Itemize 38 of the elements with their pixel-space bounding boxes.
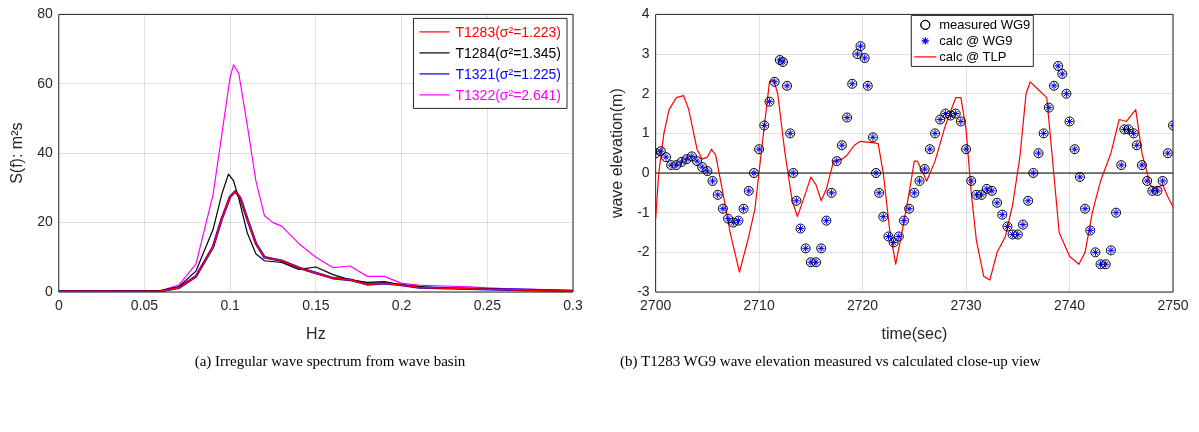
x-tick-label: 0.15	[302, 297, 330, 314]
x-tick-label: 0.1	[220, 297, 241, 314]
y-tick-label: 3	[641, 44, 650, 61]
y-tick-label: 0	[44, 282, 53, 299]
y-tick-label: 4	[641, 5, 650, 22]
y-tick-label: 60	[37, 74, 53, 91]
x-tick-label: 2730	[950, 297, 982, 314]
x-axis-title: time(sec)	[881, 324, 948, 342]
text: (b) T1283 WG9 wave elevation measured vs calculated close-up view	[620, 352, 1042, 371]
x-tick-label: 2720	[847, 297, 879, 314]
x-tick-label: 0.3	[563, 297, 583, 314]
x-tick-label: 2710	[743, 297, 775, 314]
legend-label: measured WG9	[939, 17, 1031, 33]
y-tick-label: 80	[37, 5, 53, 22]
legend-label: calc @ WG9	[939, 33, 1013, 49]
x-tick-label: 0.25	[473, 297, 502, 314]
y-tick-label: 2	[641, 84, 650, 101]
x-tick-label: 2700	[640, 297, 672, 314]
x-tick-label: 2750	[1157, 297, 1189, 314]
text: (a) Irregular wave spectrum from wave basin	[193, 352, 467, 371]
x-tick-label: 0.05	[130, 297, 159, 314]
x-tick-label: 0.2	[391, 297, 412, 314]
legend-label: T1284(σ²=1.345)	[455, 44, 562, 61]
x-tick-label: 2740	[1053, 297, 1086, 314]
y-tick-label: -3	[637, 282, 650, 299]
y-axis-title: S(f): m²s	[8, 122, 26, 184]
x-axis-title: Hz	[306, 324, 326, 342]
y-tick-label: 1	[641, 124, 650, 141]
legend-label: T1321(σ²=1.225)	[455, 65, 562, 82]
y-axis-title: wave elevation(m)	[608, 88, 626, 220]
y-tick-label: 0	[641, 163, 650, 180]
legend-label: calc @ TLP	[939, 49, 1007, 65]
y-tick-label: 20	[37, 213, 53, 230]
y-tick-label: -1	[637, 203, 650, 220]
y-tick-label: -2	[637, 243, 650, 260]
legend-label: T1283(σ²=1.223)	[455, 23, 562, 40]
legend-label: T1322(σ²=2.641)	[455, 86, 562, 103]
y-tick-label: 40	[37, 144, 53, 161]
